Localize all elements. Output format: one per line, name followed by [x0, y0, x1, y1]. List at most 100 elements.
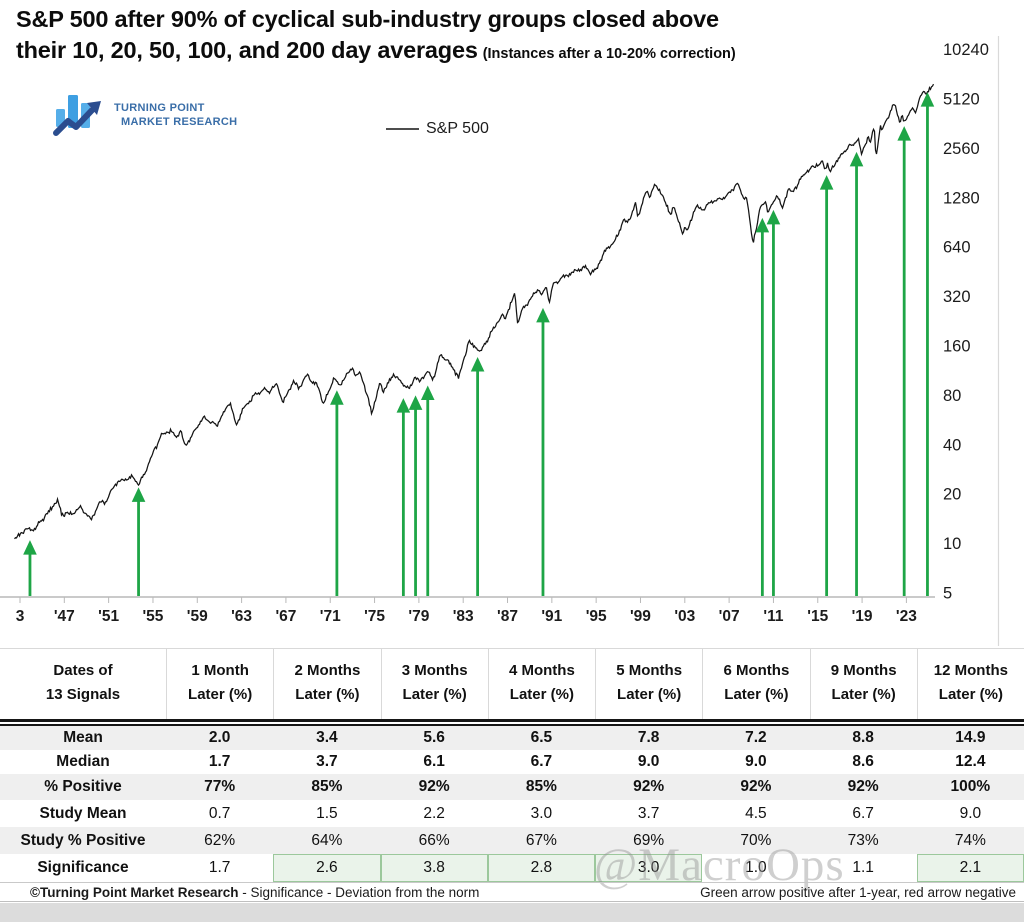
column-header: 5 Months Later (%) — [595, 649, 702, 719]
table-cell: 8.8 — [852, 729, 874, 746]
column-header: 3 Months Later (%) — [380, 649, 488, 719]
legend-label: S&P 500 — [426, 120, 489, 137]
table-cell: 69% — [633, 831, 665, 849]
y-tick-label: 5 — [943, 585, 952, 603]
table-cell: 6.1 — [423, 753, 445, 770]
table-cell: 1.7 — [208, 859, 231, 876]
table-cell: 6.7 — [530, 753, 553, 770]
table-cell: 74% — [954, 831, 986, 849]
table-cell: 2.6 — [273, 854, 381, 882]
table-cell: 1.1 — [852, 859, 874, 876]
y-tick-label: 1280 — [943, 189, 980, 207]
x-tick-label: '75 — [364, 608, 385, 625]
column-header: 1 Month Later (%) — [166, 649, 273, 719]
table-cell: 7.2 — [745, 729, 767, 746]
table-cell: 3.7 — [316, 753, 338, 770]
row-label: Mean — [63, 729, 103, 746]
y-tick-label: 2560 — [943, 140, 980, 158]
y-tick-label: 80 — [943, 387, 961, 405]
table-cell: 2.0 — [208, 729, 231, 746]
table-cell: 3.8 — [380, 854, 488, 882]
table-row: Study Mean 0.7 1.5 2.2 3.0 3.7 4.5 6.7 9.0 — [0, 800, 1024, 827]
table-cell: 70% — [740, 831, 772, 849]
footer: ©Turning Point Market Research - Signifi… — [0, 882, 1024, 902]
table-cell: 5.6 — [423, 729, 445, 746]
x-tick-label: '67 — [275, 608, 296, 625]
table-row: Significance 1.7 2.6 3.8 2.8 3.0 1.0 1.1 2.1 — [0, 854, 1024, 882]
y-tick-label: 160 — [943, 338, 971, 356]
table-cell: 3.7 — [637, 804, 660, 822]
chart-title-line1: S&P 500 after 90% of cyclical sub-indust… — [16, 6, 719, 32]
x-tick-label: '95 — [586, 608, 607, 625]
sp500-price-line — [14, 83, 935, 540]
chart-subtitle: (Instances after a 10-20% correction) — [482, 46, 736, 63]
table-cell: 92% — [418, 778, 450, 795]
y-tick-label: 40 — [943, 436, 961, 454]
bar-chart-arrow-icon — [53, 86, 105, 145]
x-tick-label: '63 — [231, 608, 252, 625]
y-tick-label: 20 — [943, 486, 961, 504]
header-double-rule — [0, 719, 1024, 726]
table-cell: 1.0 — [745, 859, 767, 876]
stats-table-body: Mean 2.0 3.4 5.6 6.5 7.8 7.2 8.8 14.9 Median 1.7 3.… — [0, 726, 1024, 882]
table-cell: 77% — [204, 778, 236, 795]
table-row: Median 1.7 3.7 6.1 6.7 9.0 9.0 8.6 12.4 — [0, 750, 1024, 774]
column-header: 12 Months Later (%) — [916, 649, 1024, 719]
table-cell: 1.7 — [208, 753, 231, 770]
x-tick-label: '71 — [320, 608, 341, 625]
table-cell: 8.6 — [852, 753, 874, 770]
x-tick-label: '79 — [408, 608, 429, 625]
bottom-margin-strip — [0, 903, 1024, 922]
brand-name-line2: MARKET RESEARCH — [121, 115, 238, 128]
table-cell: 92% — [847, 778, 879, 795]
row-label: Study % Positive — [20, 831, 146, 849]
signal-arrow-head — [330, 390, 344, 405]
table-cell: 92% — [633, 778, 665, 795]
x-tick-label: '51 — [98, 608, 119, 625]
brand-name: TURNING POINT MARKET RESEARCH — [114, 102, 237, 130]
stats-table: Dates of 13 Signals 1 Month Later (%) 2 Mont… — [0, 648, 1024, 882]
y-tick-label: 10240 — [943, 41, 989, 59]
row-label: Median — [56, 753, 110, 770]
table-cell: 64% — [311, 831, 343, 849]
signal-arrow-head — [819, 175, 834, 190]
signal-arrow-head — [849, 151, 864, 167]
table-cell: 4.5 — [745, 804, 767, 822]
x-tick-label: '59 — [187, 608, 208, 625]
table-cell: 9.0 — [637, 753, 660, 770]
table-cell: 14.9 — [955, 729, 986, 746]
y-tick-label: 10 — [943, 535, 961, 553]
x-tick-label: '47 — [54, 608, 75, 625]
table-row: % Positive 77% 85% 92% 85% 92% 92% 92% 100% — [0, 774, 1024, 800]
signal-arrow-head — [408, 395, 423, 410]
column-header: 6 Months Later (%) — [702, 649, 809, 719]
column-header: 9 Months Later (%) — [809, 649, 917, 719]
x-tick-label: '91 — [541, 608, 562, 625]
y-tick-label: 320 — [943, 288, 971, 306]
row-label: Significance — [37, 859, 129, 876]
signal-arrow-head — [920, 92, 935, 107]
x-tick-label: '03 — [674, 608, 695, 625]
stats-table-header: Dates of 13 Signals 1 Month Later (%) 2 Mont… — [0, 648, 1024, 719]
x-tick-label: '15 — [807, 608, 828, 625]
footer-note: - Significance - Deviation from the norm — [238, 884, 480, 900]
row-label: Study Mean — [39, 804, 127, 822]
table-cell: 100% — [950, 778, 991, 795]
table-cell: 2.8 — [487, 854, 595, 882]
x-tick-label: '87 — [497, 608, 518, 625]
table-cell: 12.4 — [955, 753, 986, 770]
signal-arrow-head — [766, 209, 781, 225]
table-row: Mean 2.0 3.4 5.6 6.5 7.8 7.2 8.8 14.9 — [0, 726, 1024, 750]
y-tick-label: 640 — [943, 239, 971, 257]
table-cell: 85% — [311, 778, 343, 795]
column-header: 4 Months Later (%) — [487, 649, 595, 719]
signal-arrow-head — [897, 126, 911, 141]
footer-copyright: ©Turning Point Market Research — [30, 884, 239, 900]
x-tick-label: '99 — [630, 608, 651, 625]
x-tick-label: 3 — [16, 608, 25, 625]
table-cell: 7.8 — [637, 729, 660, 746]
table-cell: 92% — [740, 778, 772, 795]
chart-title-line2: their 10, 20, 50, 100, and 200 day avera… — [16, 37, 478, 64]
table-row: Study % Positive 62% 64% 66% 67% 69% 70% 73% 74% — [0, 827, 1024, 854]
